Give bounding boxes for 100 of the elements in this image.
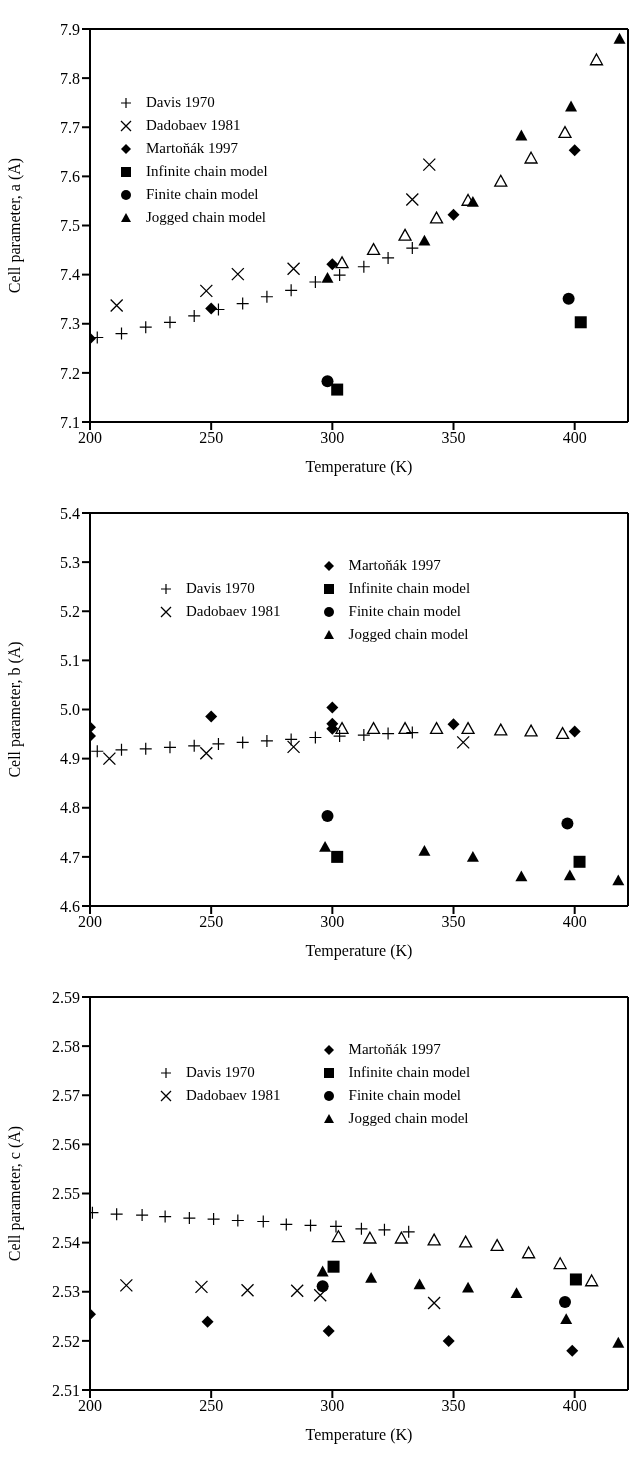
point xyxy=(194,1280,209,1294)
point xyxy=(313,1288,327,1302)
point xyxy=(321,272,334,283)
point xyxy=(589,53,604,66)
point xyxy=(613,32,626,44)
point xyxy=(585,1274,599,1287)
point xyxy=(326,258,339,271)
y-tick-label: 7.2 xyxy=(60,364,80,382)
point xyxy=(422,157,436,172)
legend-label: Martoňák 1997 xyxy=(146,140,239,157)
point xyxy=(568,144,581,157)
y-tick-label: 4.8 xyxy=(60,799,80,817)
point xyxy=(442,1334,455,1347)
point xyxy=(354,1222,369,1236)
point xyxy=(398,722,412,735)
y-tick-label: 7.4 xyxy=(60,266,80,284)
legend-label: Davis 1970 xyxy=(186,580,255,597)
legend-label: Jogged chain model xyxy=(348,626,469,643)
point xyxy=(524,724,538,737)
y-tick-label: 5.2 xyxy=(60,602,80,620)
point xyxy=(260,734,274,748)
point xyxy=(555,726,570,740)
point xyxy=(490,1238,504,1252)
y-tick-label: 7.8 xyxy=(60,69,80,87)
point xyxy=(466,850,479,862)
point xyxy=(286,262,301,276)
point xyxy=(119,1278,133,1293)
y-tick-label: 4.6 xyxy=(60,897,80,915)
point xyxy=(357,728,371,742)
x-tick-label: 400 xyxy=(562,913,587,931)
point xyxy=(366,242,381,256)
legend-label: Finite chain model xyxy=(348,603,462,620)
point xyxy=(418,234,431,246)
point xyxy=(612,1336,625,1348)
point xyxy=(139,742,153,756)
point xyxy=(381,726,395,741)
point xyxy=(187,739,201,753)
point xyxy=(561,817,574,830)
y-tick-label: 4.9 xyxy=(60,750,80,768)
y-tick-label: 7.3 xyxy=(60,315,80,333)
point xyxy=(524,151,538,164)
x-axis-title: Temperature (K) xyxy=(305,1426,413,1444)
point xyxy=(418,844,431,856)
point xyxy=(365,1271,378,1283)
point xyxy=(394,1231,409,1244)
point xyxy=(405,192,419,207)
point xyxy=(377,1223,392,1237)
point xyxy=(413,1278,426,1290)
point xyxy=(329,1219,343,1234)
x-tick-label: 250 xyxy=(199,429,224,447)
point xyxy=(327,1260,340,1273)
point xyxy=(182,1211,196,1225)
point xyxy=(456,735,470,750)
x-axis-title: Temperature (K) xyxy=(305,942,413,960)
y-tick-label: 2.59 xyxy=(52,988,80,1006)
x-axis-title: Temperature (K) xyxy=(305,458,413,476)
x-tick-label: 300 xyxy=(320,429,345,447)
y-tick-label: 2.56 xyxy=(52,1136,80,1154)
point xyxy=(308,275,322,289)
x-tick-label: 350 xyxy=(441,1397,466,1415)
point xyxy=(405,241,419,255)
x-tick-label: 400 xyxy=(562,429,587,447)
point xyxy=(158,1209,172,1224)
point xyxy=(205,302,218,315)
point xyxy=(574,316,587,329)
point xyxy=(163,740,177,754)
point xyxy=(236,297,250,311)
point xyxy=(466,195,479,207)
point xyxy=(316,1265,329,1277)
legend-label: Martoňák 1997 xyxy=(348,1041,441,1058)
y-tick-label: 4.7 xyxy=(60,848,80,866)
point xyxy=(205,710,218,723)
point xyxy=(331,850,344,863)
point xyxy=(90,744,104,758)
y-tick-label: 2.53 xyxy=(52,1283,80,1301)
point xyxy=(326,701,339,714)
point xyxy=(427,1233,441,1246)
point xyxy=(447,718,460,731)
point xyxy=(110,1207,124,1221)
point xyxy=(357,260,371,274)
point xyxy=(381,251,395,265)
legend-label: Martoňák 1997 xyxy=(348,557,441,574)
point xyxy=(562,292,575,305)
x-tick-label: 200 xyxy=(78,1397,102,1415)
point xyxy=(515,870,528,882)
legend-label: Finite chain model xyxy=(348,1087,462,1104)
x-tick-label: 350 xyxy=(441,913,466,931)
point xyxy=(563,869,576,881)
x-tick-label: 300 xyxy=(320,913,345,931)
legend-label: Jogged chain model xyxy=(348,1110,469,1127)
legend-label: Finite chain model xyxy=(146,186,259,203)
x-tick-label: 400 xyxy=(562,1397,587,1415)
y-tick-label: 2.51 xyxy=(52,1381,80,1399)
point xyxy=(427,1296,441,1310)
point xyxy=(163,315,177,329)
point xyxy=(560,1313,573,1325)
legend-label: Dadobaev 1981 xyxy=(186,1087,281,1104)
y-tick-label: 5.4 xyxy=(60,504,80,522)
legend-label: Davis 1970 xyxy=(146,94,215,111)
point xyxy=(515,129,528,141)
